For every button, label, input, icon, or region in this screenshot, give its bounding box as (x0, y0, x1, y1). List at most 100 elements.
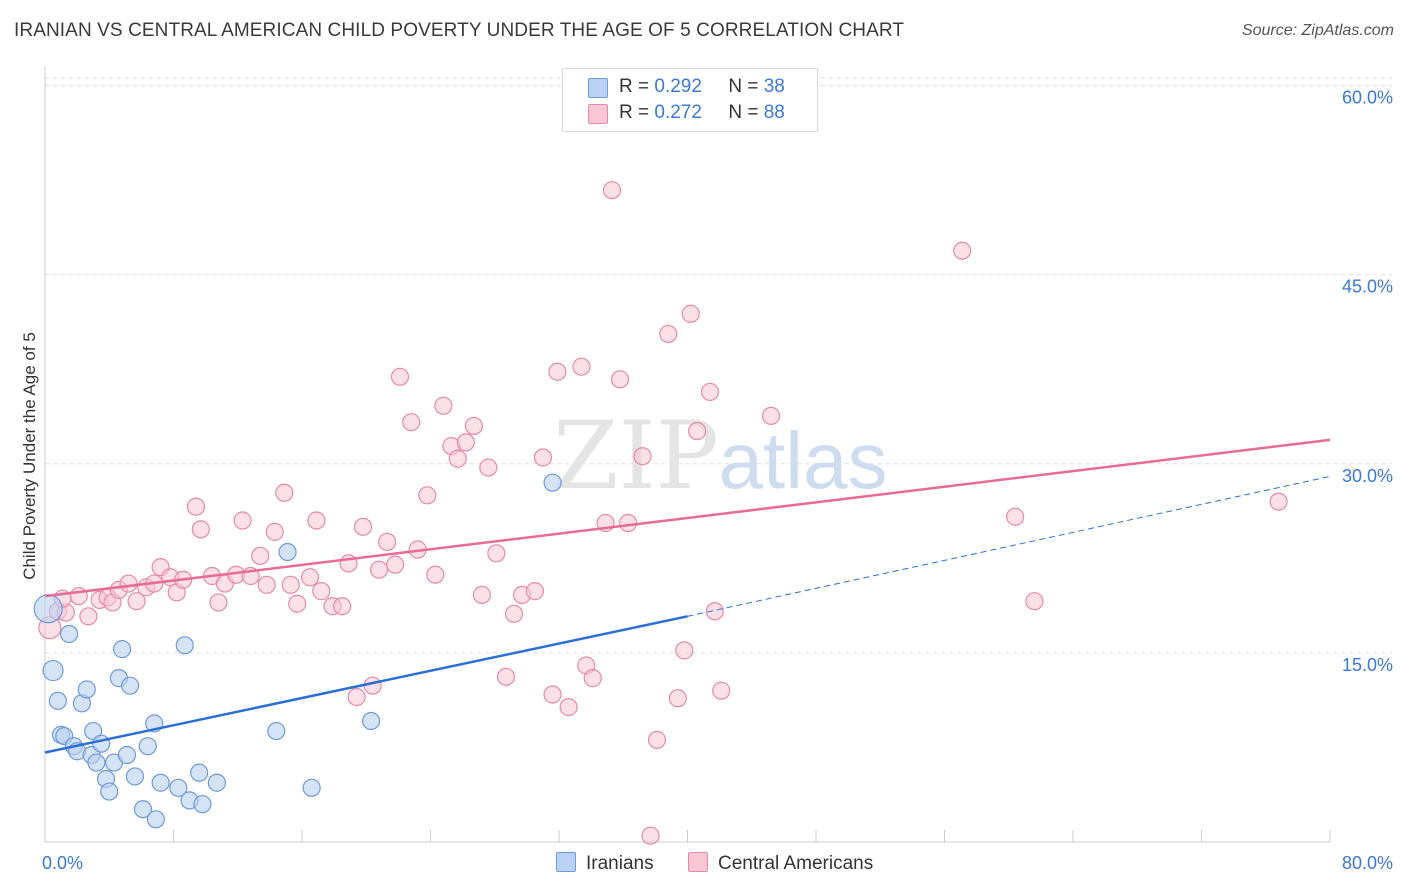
central-american-point (533, 448, 553, 467)
source-label: Source: ZipAtlas.com (1241, 22, 1394, 39)
central-american-point (487, 544, 506, 563)
central-american-point (307, 511, 326, 530)
legend-swatch-central-americans (588, 104, 608, 124)
iranian-point (169, 778, 188, 797)
iranian-point (133, 800, 153, 819)
central-american-point (257, 575, 276, 594)
central-american-point (618, 513, 638, 533)
central-american-point (700, 382, 720, 402)
central-american-point (504, 604, 524, 623)
central-american-point (953, 241, 972, 260)
iranian-point (117, 745, 137, 765)
iranian-point (33, 594, 63, 624)
central-american-point (668, 689, 687, 708)
iranian-point (92, 734, 111, 753)
central-american-point (1006, 507, 1025, 526)
iranian-point (138, 737, 157, 756)
iranian-point (151, 773, 170, 792)
central-american-point (525, 582, 545, 601)
central-american-point (363, 676, 382, 695)
central-american-point (418, 486, 437, 505)
central-american-point (548, 362, 567, 381)
y-tick-label: 15.0% (1342, 655, 1393, 675)
central-american-point (572, 357, 591, 376)
central-american-point (402, 413, 421, 432)
iranian-point (543, 473, 562, 492)
central-american-point (543, 685, 562, 704)
central-american-point (633, 447, 652, 466)
central-american-point (353, 517, 373, 536)
central-american-point (390, 367, 410, 386)
bottom-legend-label-central-americans: Central Americans (718, 853, 874, 874)
central-american-point (647, 730, 667, 749)
bottom-legend-iranians: Iranians (556, 852, 654, 875)
central-american-point (186, 497, 206, 516)
central-american-point (675, 641, 694, 660)
central-american-point (386, 555, 405, 574)
x-tick-label: 80.0% (1342, 853, 1393, 873)
central-american-point (251, 546, 270, 565)
bottom-legend-swatch-iranians (556, 852, 576, 872)
central-american-point (688, 421, 707, 441)
central-american-point (610, 370, 630, 389)
central-american-point (496, 667, 516, 686)
legend-r-label: R = (619, 76, 650, 97)
central-american-point (275, 483, 294, 502)
iranian-point (48, 691, 67, 710)
central-american-point (434, 396, 453, 415)
central-american-point (426, 565, 445, 584)
iranian-point (121, 676, 140, 695)
iranian-point (302, 778, 321, 797)
central-american-point (209, 593, 228, 612)
correlation-legend: R = 0.292 N = 38 R = 0.272 N = 88 (562, 68, 818, 132)
central-american-point (378, 532, 397, 552)
iranian-point (77, 680, 96, 699)
legend-r-value: 0.292 (654, 76, 702, 97)
iranian-point (112, 640, 132, 659)
bottom-legend-label-iranians: Iranians (586, 853, 654, 874)
central-american-point (191, 520, 210, 539)
central-american-point (288, 594, 307, 613)
central-american-point (1269, 492, 1288, 511)
watermark: ZIP atlas (553, 402, 887, 511)
trend-lines (44, 438, 1331, 754)
central-american-point (464, 416, 483, 436)
central-americans-trend-line (44, 438, 1331, 598)
central-american-point (472, 585, 491, 604)
central-american-point (641, 826, 660, 845)
central-american-point (265, 522, 284, 541)
central-american-point (300, 568, 320, 587)
central-american-point (1025, 592, 1044, 611)
central-american-point (659, 324, 678, 344)
iranian-point (207, 773, 226, 792)
central-american-point (370, 560, 389, 579)
iranian-point (267, 721, 286, 741)
chart-title: IRANIAN VS CENTRAL AMERICAN CHILD POVERT… (14, 20, 905, 41)
central-american-point (333, 597, 352, 616)
legend-n-value: 88 (763, 102, 785, 123)
watermark-atlas: atlas (719, 416, 888, 505)
bottom-legend-central-americans: Central Americans (688, 852, 873, 875)
central-american-point (559, 698, 578, 717)
central-american-point (233, 511, 252, 530)
iranian-point (361, 711, 381, 731)
central-american-point (602, 181, 622, 200)
iranian-point (175, 636, 194, 655)
central-american-point (127, 592, 146, 611)
bottom-legend-swatch-central-americans (688, 852, 708, 872)
central-americans-points (38, 181, 1288, 845)
central-american-point (281, 575, 300, 594)
central-american-point (456, 433, 475, 452)
central-american-point (583, 669, 602, 688)
central-american-point (761, 406, 781, 425)
central-american-point (79, 607, 98, 626)
central-american-point (681, 304, 700, 323)
iranians-trend-line (44, 615, 688, 754)
iranian-point (59, 624, 79, 644)
central-american-point (312, 582, 331, 601)
iranians-points (33, 473, 562, 829)
iranian-point (278, 542, 297, 562)
gridlines (45, 77, 1392, 654)
iranian-point (125, 767, 145, 786)
